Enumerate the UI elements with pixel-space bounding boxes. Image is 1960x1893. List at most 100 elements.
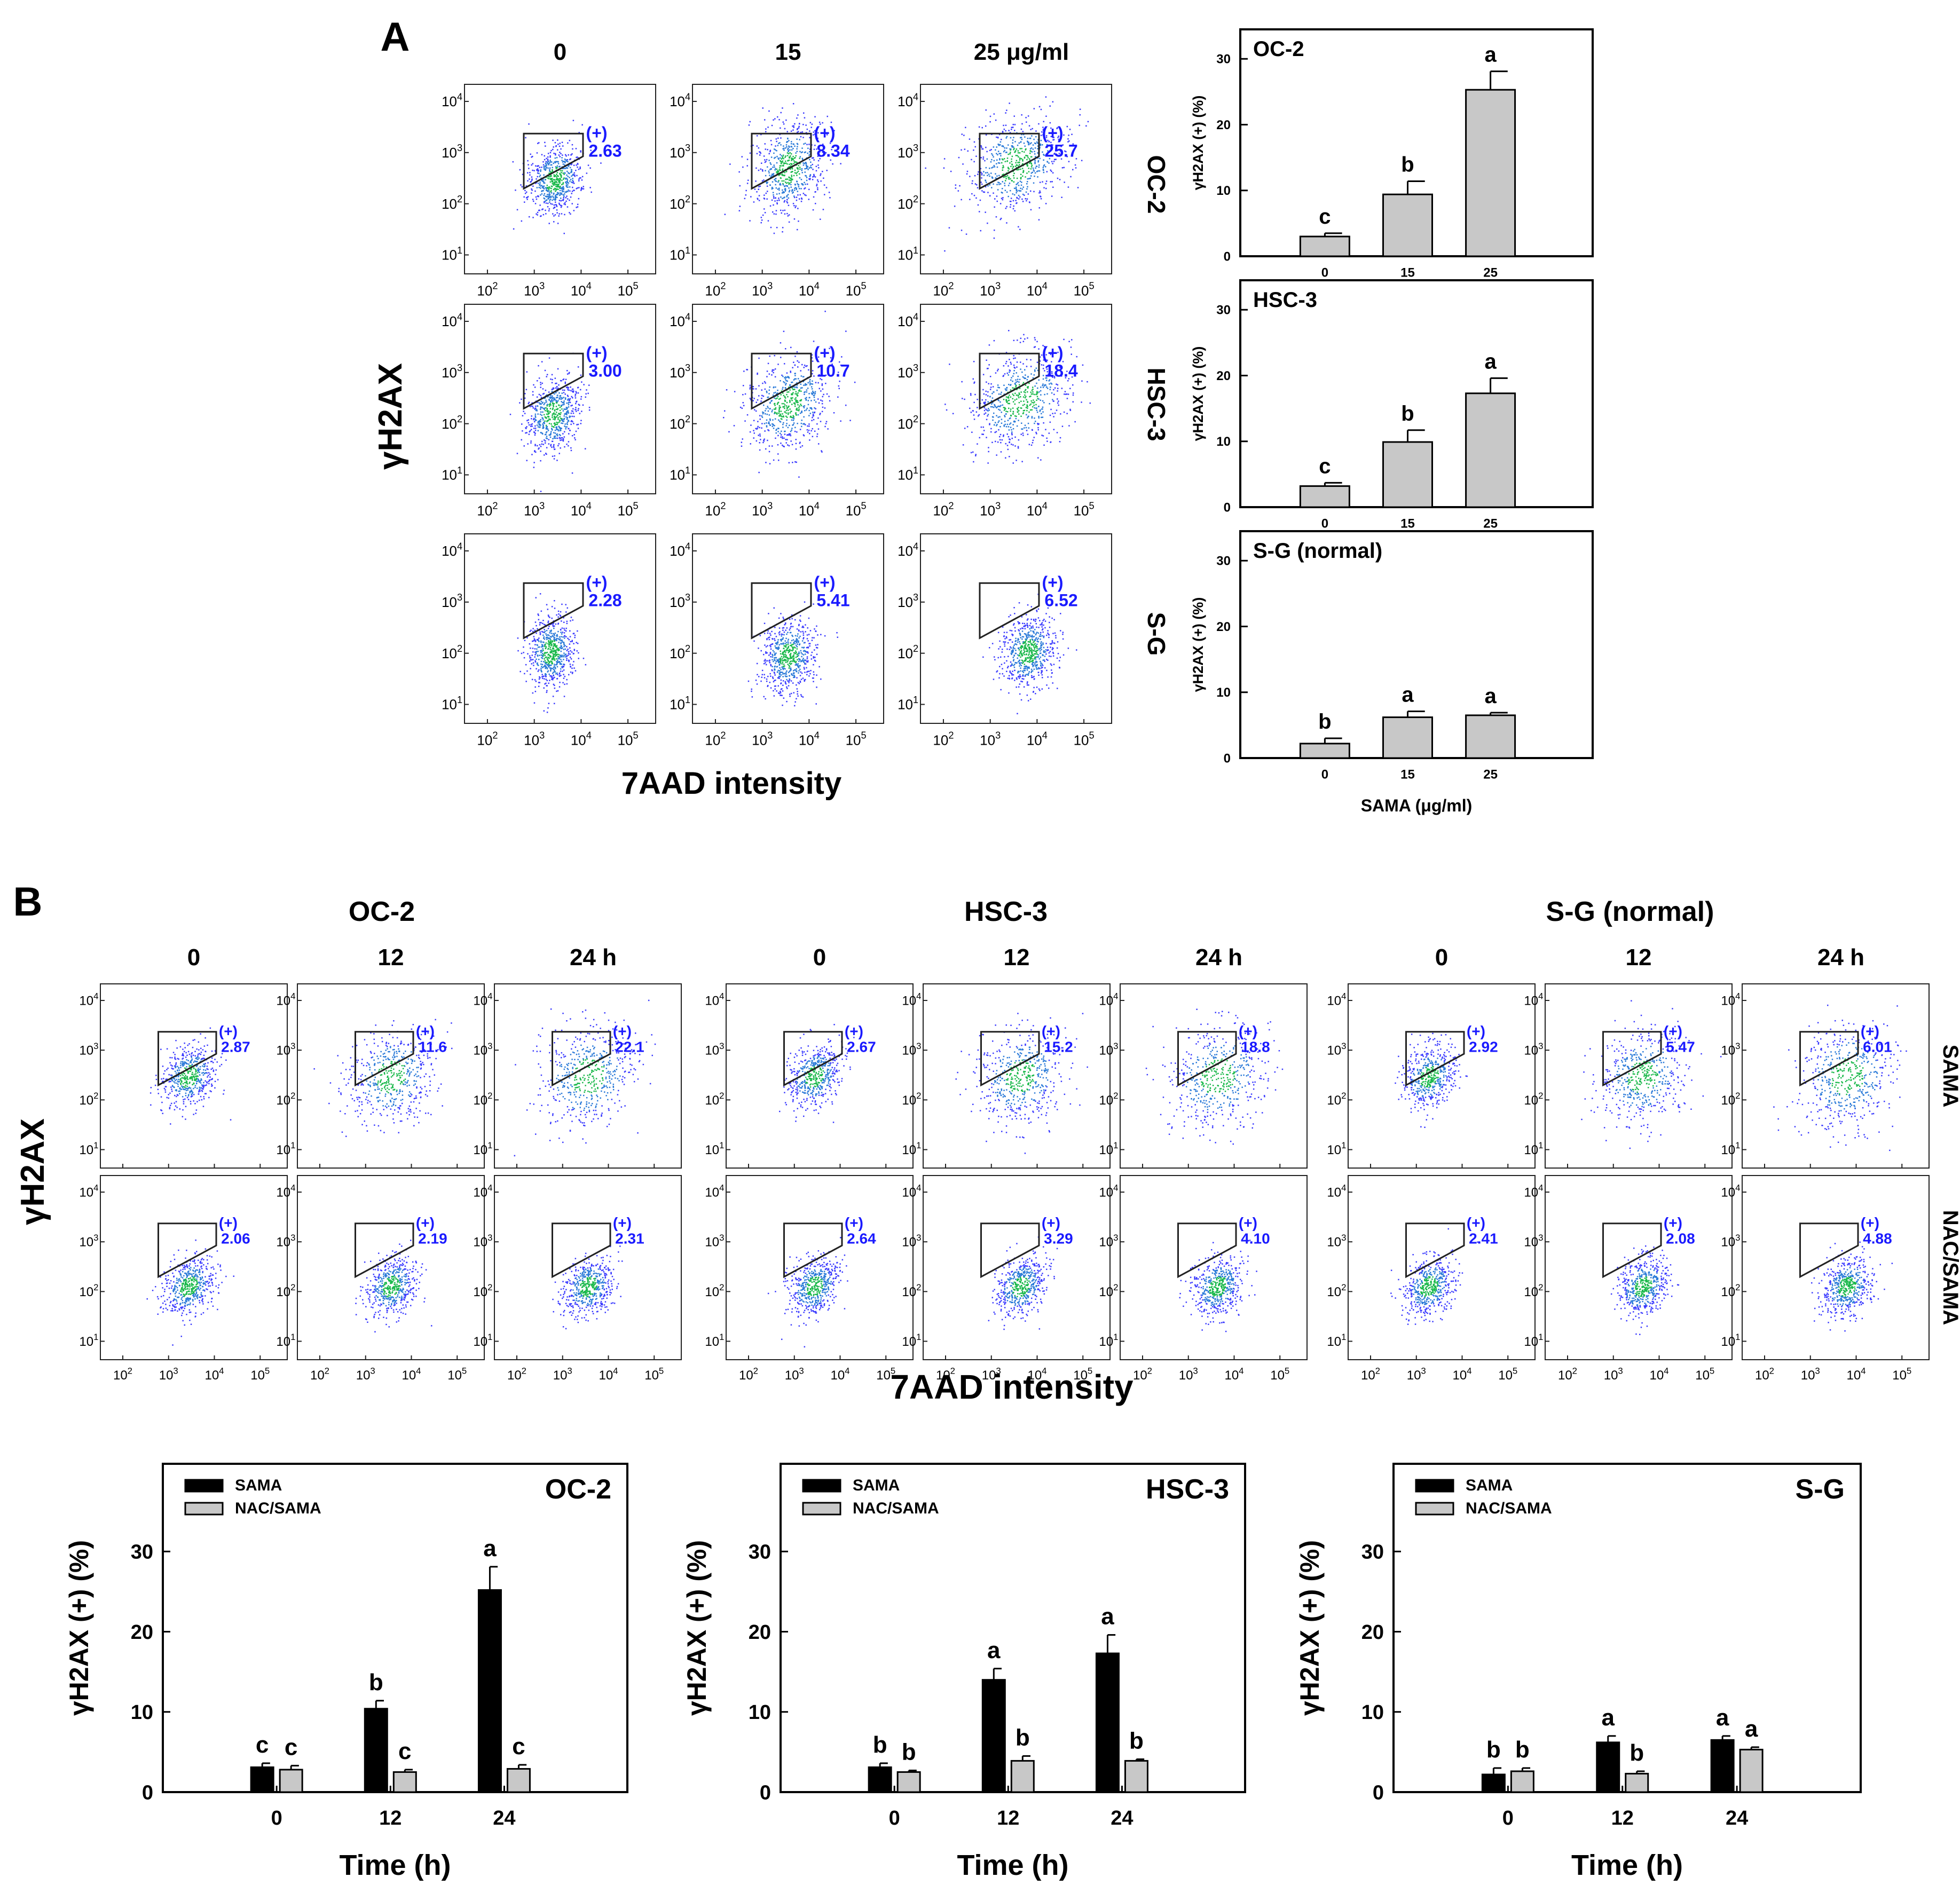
event-dot [526,426,528,428]
event-dot [992,166,994,168]
event-dot [806,661,808,662]
event-dot [581,176,584,178]
event-dot [566,679,568,681]
event-dot [746,159,749,160]
event-dot [555,145,557,147]
event-dot [802,164,805,166]
event-dot [780,160,781,162]
tick-label: 103 [980,281,1001,299]
event-dot [816,138,818,140]
tick-base: 10 [705,502,720,518]
event-dot [780,672,782,673]
event-dot [756,153,758,154]
event-dot [1000,451,1002,453]
event-dot [766,419,768,421]
event-dot [1009,132,1011,133]
event-dot [1026,121,1027,123]
event-dot [783,406,785,408]
event-dot [771,186,773,188]
event-dot [560,663,562,665]
event-dot [1016,202,1018,204]
event-dot [545,209,546,211]
event-dot [554,415,555,417]
event-dot [553,683,555,685]
event-dot [554,634,555,636]
event-dot [742,166,744,168]
event-dot [1037,423,1038,424]
event-dot [1003,365,1005,367]
event-dot [808,675,810,677]
event-dot [589,187,591,188]
event-dot [540,669,542,671]
event-dot [1021,428,1022,430]
event-dot [574,439,576,440]
event-dot [995,372,997,374]
event-dot [583,188,585,190]
event-dot [955,184,957,186]
event-dot [763,440,765,442]
event-dot [765,175,767,177]
event-dot [1022,432,1024,434]
event-dot [562,398,563,399]
event-dot [782,198,783,200]
event-dot [1005,112,1006,114]
event-dot [545,667,546,669]
event-dot [760,439,761,440]
tick-base: 10 [571,502,586,518]
event-dot [1011,129,1012,130]
event-dot [526,371,528,373]
event-dot [1010,190,1011,192]
event-dot [564,637,565,639]
event-dot [1008,130,1010,131]
tick-exponent: 2 [913,194,918,204]
event-dot [572,664,573,666]
event-dot [571,203,573,204]
event-dot [1009,200,1011,202]
event-dot [1040,139,1042,141]
event-dot [784,433,786,435]
event-dot [538,447,540,449]
event-dot [542,427,544,429]
event-dot [1010,201,1012,202]
event-dot [573,210,575,211]
tick-exponent: 2 [913,414,918,424]
event-dot [561,439,563,441]
event-dot [760,680,762,682]
event-dot [570,657,571,658]
tick-label: 103 [442,592,462,610]
event-dot [1024,369,1026,370]
event-dot [562,422,564,424]
event-dot [546,634,548,636]
event-dot [557,630,559,633]
event-dot [796,175,798,176]
event-dot [788,151,789,152]
event-dot [786,131,788,132]
event-dot [1043,444,1045,446]
event-dot [538,142,540,144]
event-dot [753,201,755,203]
event-dot [571,170,572,172]
event-dot [759,442,760,444]
event-dot [1038,106,1041,108]
event-dot [553,636,555,638]
event-dot [812,413,814,415]
event-dot [563,421,564,422]
event-dot [753,432,755,434]
event-dot [794,404,796,405]
event-dot [573,649,575,650]
event-dot [544,369,546,372]
event-dot [543,666,545,668]
event-dot [801,168,803,170]
event-dot [783,416,784,418]
event-dot [1063,167,1065,169]
event-dot [828,396,830,397]
event-dot [550,164,553,166]
event-dot [530,153,531,155]
event-dot [531,176,533,178]
event-dot [769,386,770,388]
event-dot [1038,379,1040,381]
event-dot [554,413,556,415]
event-dot [1043,128,1045,130]
event-dot [568,412,570,414]
event-dot [544,402,546,404]
